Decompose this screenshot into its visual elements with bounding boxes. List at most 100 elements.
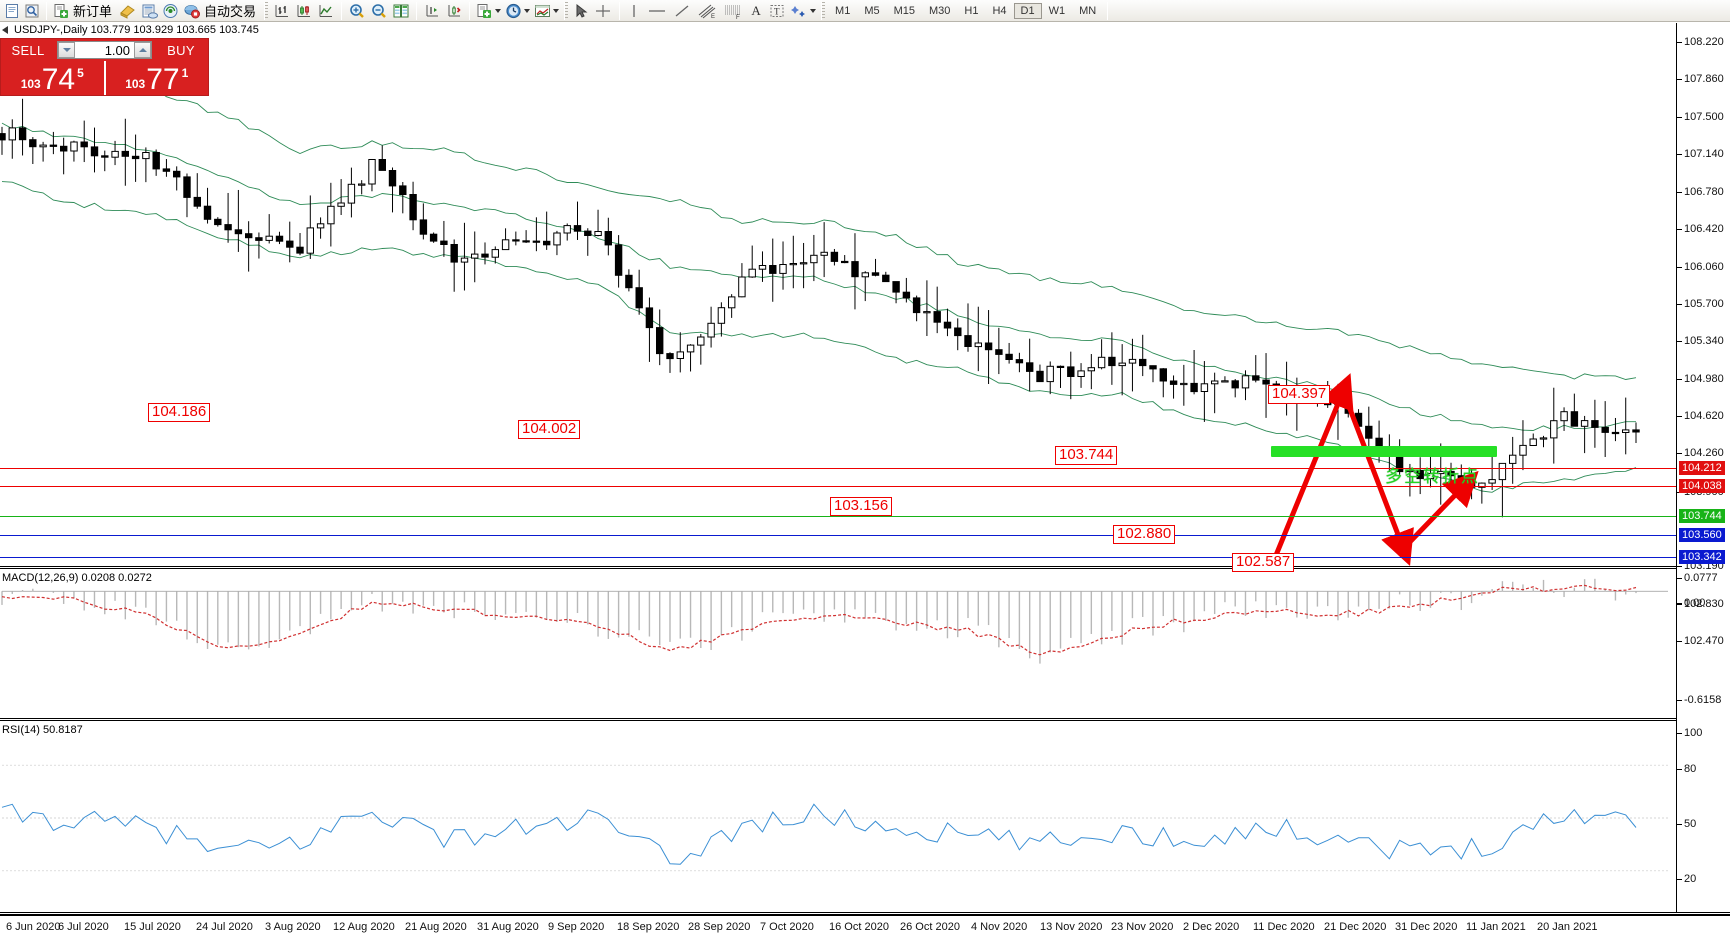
buy-button[interactable]: BUY (167, 42, 195, 58)
axis-tick (1677, 700, 1682, 701)
rsi-line (1, 803, 1637, 865)
price-label-102587[interactable]: 102.587 (1232, 553, 1295, 572)
price-level-chip-104038[interactable]: 104.038 (1679, 479, 1725, 493)
chevron-down-icon[interactable] (495, 8, 502, 13)
fibonacci-icon[interactable]: F (720, 1, 746, 21)
candlestick (1632, 422, 1640, 444)
candlestick (851, 233, 859, 310)
price-axis[interactable]: 108.220 107.860 107.500 106.780 107.140 106.4… (1676, 23, 1730, 912)
svg-text:F: F (736, 15, 740, 19)
sell-button[interactable]: SELL (11, 42, 45, 58)
turning-point-note[interactable]: 多空转折点 (1385, 467, 1480, 487)
date-axis-label: 18 Sep 2020 (617, 921, 680, 933)
horizontal-line-icon[interactable] (644, 1, 670, 21)
toolbar-grip[interactable] (264, 1, 269, 20)
trend-arrow-annotation (1269, 373, 1479, 568)
timeframe-m5[interactable]: M5 (864, 4, 880, 17)
price-label-104186[interactable]: 104.186 (148, 403, 211, 422)
candlestick (912, 295, 921, 322)
candlestick (1488, 451, 1496, 491)
timeframe-m15[interactable]: M15 (893, 4, 915, 17)
chevron-down-icon[interactable] (553, 8, 560, 13)
price-label-103744[interactable]: 103.744 (1055, 446, 1118, 465)
pane-separator-macd-rsi[interactable] (0, 718, 1730, 721)
candlestick (676, 332, 684, 373)
candlestick (265, 214, 273, 244)
price-level-chip-103342[interactable]: 103.342 (1679, 550, 1725, 564)
templates-icon[interactable] (532, 1, 561, 21)
timeframe-h4[interactable]: H4 (992, 4, 1007, 17)
price-level-chip-104212[interactable]: 104.212 (1679, 461, 1725, 475)
candle-chart-icon[interactable] (293, 1, 315, 21)
equidistant-channel-icon[interactable]: E (694, 1, 720, 21)
candlestick (1519, 420, 1527, 471)
timeframe-w1[interactable]: W1 (1048, 4, 1066, 17)
terminal-icon[interactable] (139, 1, 160, 21)
text-icon[interactable]: A (751, 2, 761, 18)
buy-price[interactable]: 103 77 1 (106, 61, 209, 95)
date-axis[interactable]: 6 Jun 2020 6 Jul 2020 15 Jul 2020 24 Jul 20… (0, 915, 1730, 945)
candlestick (758, 251, 767, 282)
zoom-in-icon[interactable] (346, 1, 368, 21)
price-level-chip-103560[interactable]: 103.560 (1679, 528, 1725, 542)
crosshair-icon[interactable] (591, 1, 615, 21)
volume-stepper[interactable]: 1.00 (57, 41, 152, 59)
candlestick (49, 131, 58, 155)
chevron-down-icon[interactable] (810, 8, 817, 13)
pane-separator-main-macd[interactable] (0, 566, 1730, 569)
candlestick (799, 242, 808, 289)
volume-input[interactable]: 1.00 (104, 42, 130, 58)
candlestick (1169, 375, 1178, 399)
auto-trading-button[interactable]: 自动交易 (181, 1, 261, 21)
candlestick (460, 222, 469, 291)
new-chart-icon[interactable] (2, 1, 22, 21)
timeframe-m30[interactable]: M30 (929, 4, 951, 17)
bar-chart-icon[interactable] (271, 1, 293, 21)
candlestick (286, 221, 294, 263)
candlestick-series (0, 98, 1640, 518)
axis-tick-label: 107.500 (1684, 111, 1724, 123)
indicators-icon[interactable] (474, 1, 503, 21)
candlestick (707, 306, 715, 348)
cursor-icon[interactable] (571, 1, 591, 21)
volume-increase-button[interactable] (134, 42, 151, 58)
shapes-icon[interactable] (788, 1, 818, 21)
timeframe-mn[interactable]: MN (1079, 4, 1097, 17)
signals-icon[interactable] (160, 1, 181, 21)
toolbar-grip[interactable] (564, 1, 569, 20)
date-axis-label: 15 Jul 2020 (124, 921, 181, 933)
chevron-down-icon[interactable] (524, 8, 531, 13)
timeframe-m1[interactable]: M1 (835, 4, 851, 17)
volume-decrease-button[interactable] (58, 42, 75, 58)
chart-shift-icon[interactable] (443, 1, 465, 21)
axis-tick-label: 20 (1684, 873, 1697, 885)
candlestick (327, 182, 335, 247)
support-zone-highlight (1271, 446, 1497, 457)
price-label-103156[interactable]: 103.156 (830, 497, 893, 516)
pane-separator-rsi-bottom[interactable] (0, 912, 1730, 915)
vertical-line-icon[interactable] (624, 1, 644, 21)
sell-price[interactable]: 103 74 5 (1, 61, 104, 95)
timeframe-h1[interactable]: H1 (964, 4, 979, 17)
axis-tick (1677, 824, 1682, 825)
price-level-chip-103744[interactable]: 103.744 (1679, 509, 1725, 523)
toolbar-separator (619, 1, 621, 20)
price-label-104397[interactable]: 104.397 (1268, 385, 1331, 404)
text-label-icon[interactable]: T (766, 1, 788, 21)
toolbar-separator (469, 1, 471, 20)
auto-scroll-icon[interactable] (421, 1, 443, 21)
zoom-out-icon[interactable] (368, 1, 390, 21)
profiles-icon[interactable] (22, 1, 42, 21)
candlestick (1406, 463, 1414, 497)
periods-icon[interactable] (503, 1, 532, 21)
toolbar-grip[interactable] (821, 1, 826, 20)
new-order-button[interactable]: 新订单 (51, 1, 117, 21)
line-chart-icon[interactable] (315, 1, 337, 21)
price-label-104002[interactable]: 104.002 (518, 420, 581, 439)
timeframe-d1[interactable]: D1 (1013, 2, 1042, 19)
date-axis-label: 2 Dec 2020 (1183, 921, 1240, 933)
data-window-icon[interactable] (390, 1, 412, 21)
metaeditor-icon[interactable] (117, 1, 139, 21)
price-label-102880[interactable]: 102.880 (1113, 525, 1176, 544)
trendline-icon[interactable] (670, 1, 694, 21)
